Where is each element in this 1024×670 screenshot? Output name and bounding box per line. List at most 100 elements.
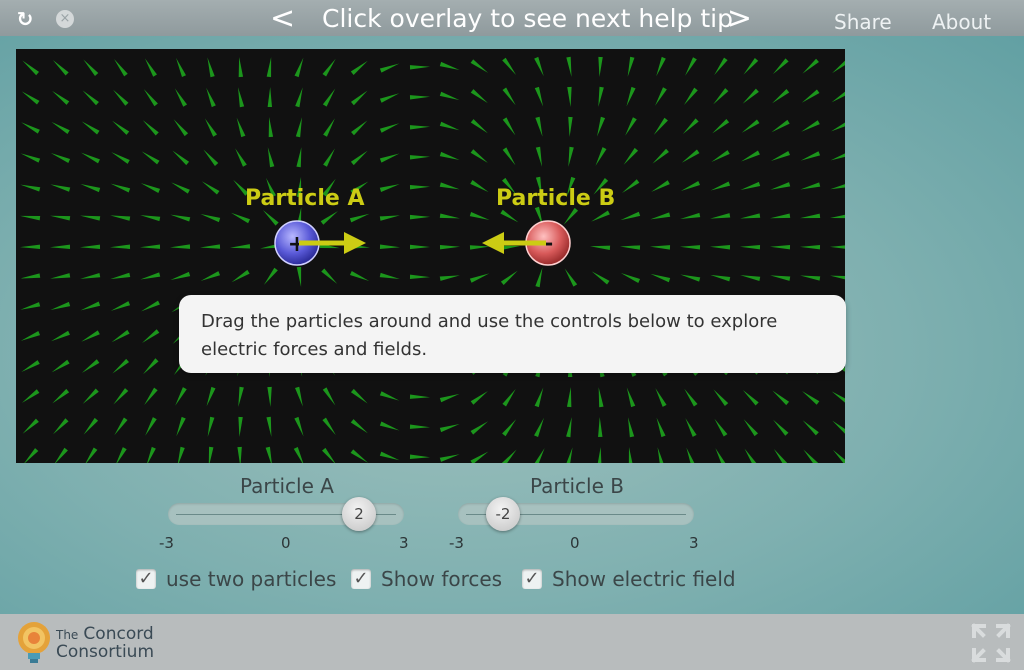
help-title[interactable]: Click overlay to see next help tip [322, 4, 733, 33]
help-tip-overlay[interactable]: Drag the particles around and use the co… [179, 295, 846, 373]
field-vector [113, 89, 129, 106]
field-vector [740, 213, 761, 219]
field-vector [110, 272, 131, 280]
field-vector [80, 184, 101, 193]
field-vector [176, 57, 187, 78]
field-vector [21, 360, 40, 372]
field-vector [595, 147, 607, 166]
field-vector [651, 180, 670, 192]
field-vector [296, 147, 302, 168]
field-vector [501, 177, 517, 195]
option-show-field[interactable]: ✓ Show electric field [522, 567, 742, 593]
field-vector [235, 148, 247, 167]
option-two-particles[interactable]: ✓ use two particles [136, 567, 336, 593]
label-show-forces: Show forces [381, 567, 503, 591]
checkbox-show-forces[interactable]: ✓ [351, 569, 371, 589]
field-vector [110, 215, 131, 221]
field-vector [535, 116, 543, 137]
logo-the: The [56, 628, 79, 642]
field-vector [83, 417, 99, 435]
field-vector [831, 91, 845, 103]
field-vector [20, 215, 41, 221]
field-vector [800, 151, 821, 161]
field-vector [598, 56, 603, 77]
field-vector [204, 118, 218, 137]
field-vector [322, 447, 336, 463]
field-vector [439, 275, 460, 281]
particle-b-label: Particle B [496, 186, 616, 211]
help-next-button[interactable]: > [726, 1, 752, 36]
slider-b-min: -3 [449, 534, 464, 552]
slider-a-handle[interactable]: 2 [342, 497, 376, 531]
field-vector [439, 121, 460, 131]
particle-a[interactable]: + [274, 220, 320, 266]
field-vector [50, 153, 71, 163]
field-vector [140, 244, 161, 249]
field-vector [350, 449, 369, 463]
field-vector [52, 388, 70, 404]
field-vector [800, 182, 821, 190]
field-vector [591, 210, 610, 222]
field-vector [656, 56, 666, 77]
field-vector [50, 301, 71, 311]
slider-b-title: Particle B [530, 474, 624, 498]
reload-icon[interactable]: ↻ [16, 7, 34, 31]
field-vector [684, 87, 698, 106]
simulation-canvas[interactable]: + - Particle A Particle B [16, 49, 845, 463]
share-link[interactable]: Share [834, 10, 892, 34]
field-vector [267, 87, 273, 108]
field-vector [469, 211, 490, 220]
fullscreen-icon[interactable] [970, 622, 1012, 664]
field-vector [147, 446, 156, 463]
field-vector [80, 301, 101, 311]
field-vector [295, 386, 303, 407]
field-vector [744, 448, 757, 463]
field-vector [409, 424, 430, 429]
field-vector [502, 57, 517, 75]
field-vector [566, 417, 572, 438]
checkbox-two-particles[interactable]: ✓ [136, 569, 156, 589]
option-show-forces[interactable]: ✓ Show forces [351, 567, 511, 593]
force-arrow-a [299, 232, 366, 254]
particle-a-label: Particle A [245, 186, 365, 211]
field-vector [469, 245, 490, 250]
field-vector [238, 386, 244, 407]
concord-logo-icon[interactable] [16, 620, 52, 666]
particle-b-charge-slider[interactable]: -2 [458, 497, 694, 531]
field-vector [713, 389, 729, 407]
field-vector [830, 153, 845, 161]
field-vector [470, 89, 488, 104]
field-vector [293, 447, 304, 463]
concord-logo-text[interactable]: The Concord Consortium [56, 625, 154, 661]
field-vector [770, 244, 791, 250]
particle-a-charge-slider[interactable]: 2 [168, 497, 404, 531]
about-link[interactable]: About [932, 10, 992, 34]
field-vector [710, 274, 731, 282]
field-vector [470, 119, 488, 134]
field-vector [439, 424, 460, 433]
field-vector [206, 87, 216, 108]
field-vector [534, 417, 544, 438]
help-prev-button[interactable]: < [270, 1, 296, 36]
field-vector [140, 183, 161, 193]
close-icon[interactable]: × [56, 10, 74, 28]
field-vector [684, 388, 698, 407]
field-vector [712, 118, 730, 134]
field-vector [439, 393, 460, 403]
field-vector [112, 120, 130, 135]
field-vector [627, 417, 635, 438]
field-vector [502, 419, 517, 437]
field-vector [770, 182, 791, 190]
checkbox-show-field[interactable]: ✓ [522, 569, 542, 589]
field-vector [771, 119, 790, 133]
field-vector [379, 153, 400, 163]
field-vector [111, 152, 130, 164]
field-vector [657, 447, 664, 463]
field-vector [266, 177, 277, 198]
field-vector [566, 387, 572, 408]
slider-b-handle[interactable]: -2 [486, 497, 520, 531]
field-vector [379, 272, 400, 279]
field-vector [379, 184, 400, 192]
field-vector [770, 275, 791, 281]
field-vector [534, 387, 544, 408]
